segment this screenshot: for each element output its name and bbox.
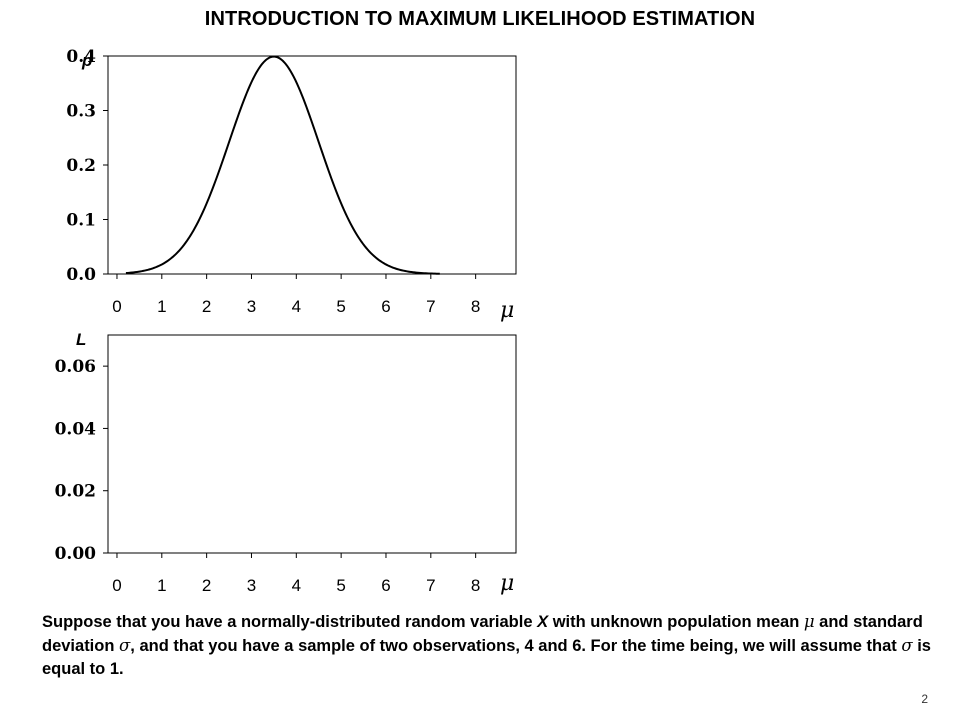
- density-x-tick-label: 7: [426, 297, 435, 316]
- density-x-tick-label: 2: [202, 297, 211, 316]
- description-part-4: , and that you have a sample of two obse…: [130, 637, 902, 655]
- description-text: Suppose that you have a normally-distrib…: [42, 610, 932, 681]
- density-y-tick-label: 0.2: [66, 156, 96, 176]
- likelihood-y-axis-label: L: [76, 330, 86, 349]
- likelihood-y-tick-label: 0.02: [55, 482, 96, 502]
- density-x-tick-label: 1: [157, 297, 166, 316]
- description-part-5: is equal to 1.: [42, 637, 931, 678]
- density-x-tick-label: 4: [292, 297, 301, 316]
- density-y-tick-label: 0.3: [66, 102, 96, 122]
- density-y-tick-label: 0.1: [66, 211, 96, 231]
- likelihood-x-tick-label: 7: [426, 576, 435, 595]
- description-part-1: Suppose that you have a normally-distrib…: [42, 613, 538, 631]
- likelihood-x-tick-label: 1: [157, 576, 166, 595]
- density-curve: [125, 55, 440, 275]
- likelihood-x-tick-label: 6: [381, 576, 390, 595]
- likelihood-y-tick-label: 0.04: [55, 419, 97, 439]
- description-part-2: with unknown population mean: [548, 613, 804, 631]
- density-x-tick-label: 6: [381, 297, 390, 316]
- density-plot-frame: [107, 55, 517, 275]
- likelihood-chart: L μ 0 1 2 3 4 5 6 7 8 0.00 0.02 0.04 0.06: [55, 330, 517, 596]
- variable-x: X: [537, 613, 549, 631]
- density-y-tick-label: 0.0: [66, 265, 96, 285]
- likelihood-x-tick-label: 0: [112, 576, 121, 595]
- likelihood-y-tick-label: 0.06: [55, 357, 96, 377]
- density-y-tick-label: 0.4: [66, 47, 96, 67]
- density-chart: p μ 0 1 2 3 4 5 6 7 8 0.0 0.1 0.2 0.3 0.4: [66, 47, 517, 323]
- likelihood-y-tick-label: 0.00: [55, 544, 97, 564]
- likelihood-x-axis-label: μ: [500, 571, 514, 596]
- page-title: INTRODUCTION TO MAXIMUM LIKELIHOOD ESTIM…: [204, 8, 756, 30]
- density-x-tick-label: 3: [247, 297, 256, 316]
- sigma-symbol: σ: [119, 636, 131, 655]
- density-x-tick-label: 5: [336, 297, 345, 316]
- mu-symbol: μ: [803, 612, 815, 631]
- density-x-tick-label: 8: [471, 297, 480, 316]
- sigma-symbol-2: σ: [901, 636, 913, 655]
- page-number: 2: [921, 692, 928, 706]
- description-part-3: and standard deviation: [42, 613, 923, 655]
- likelihood-x-tick-label: 5: [336, 576, 345, 595]
- likelihood-x-tick-label: 4: [292, 576, 301, 595]
- likelihood-x-tick-label: 3: [247, 576, 256, 595]
- density-y-axis-label: p: [81, 51, 92, 70]
- likelihood-x-tick-label: 8: [471, 576, 480, 595]
- likelihood-x-tick-label: 2: [202, 576, 211, 595]
- density-x-tick-label: 0: [112, 297, 121, 316]
- likelihood-plot-frame: [107, 334, 517, 554]
- density-x-axis-label: μ: [500, 298, 514, 323]
